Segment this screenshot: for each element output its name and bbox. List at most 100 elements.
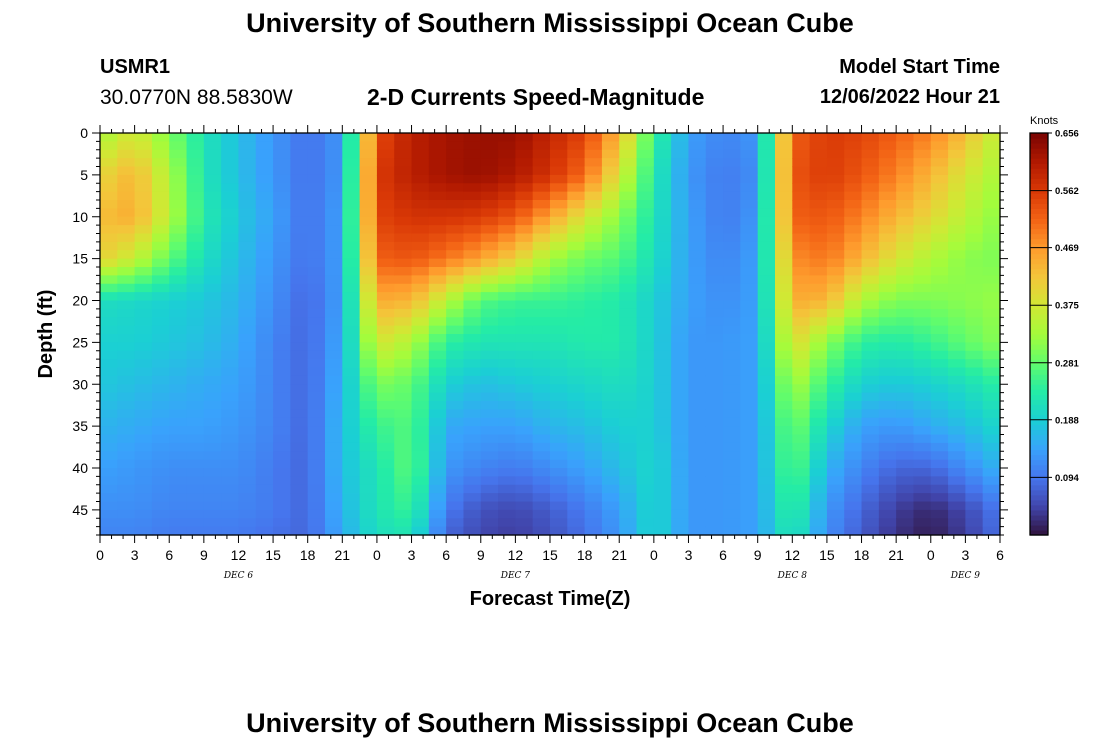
heatmap-cell (844, 275, 863, 285)
heatmap-cell (151, 484, 170, 494)
heatmap-cell (550, 493, 568, 503)
heatmap-cell (653, 509, 672, 519)
heatmap-cell (619, 208, 638, 218)
heatmap-cell (463, 216, 482, 226)
heatmap-cell (151, 468, 170, 477)
heatmap-cell (515, 149, 534, 159)
heatmap-cell (238, 493, 257, 503)
heatmap-cell (325, 233, 343, 243)
heatmap-cell (186, 317, 205, 327)
heatmap-cell (601, 183, 620, 193)
heatmap-cell (532, 292, 551, 302)
heatmap-cell (186, 325, 205, 335)
heatmap-cell (965, 342, 984, 352)
heatmap-cell (203, 241, 222, 251)
heatmap-cell (809, 166, 828, 176)
heatmap-cell (463, 526, 482, 536)
heatmap-cell (601, 283, 620, 293)
heatmap-cell (290, 484, 309, 494)
heatmap-cell (255, 225, 274, 235)
heatmap-cell (186, 426, 205, 436)
heatmap-cell (740, 141, 759, 151)
heatmap-cell (723, 434, 741, 444)
heatmap-cell (221, 308, 240, 318)
heatmap-cell (636, 434, 655, 444)
heatmap-cell (930, 267, 949, 276)
heatmap-cell (775, 250, 793, 260)
heatmap-cell (619, 141, 638, 151)
heatmap-cell (151, 325, 170, 335)
heatmap-cell (376, 183, 395, 193)
heatmap-cell (290, 174, 309, 184)
heatmap-cell (844, 484, 863, 494)
heatmap-cell (619, 375, 638, 385)
heatmap-cell (601, 149, 620, 159)
heatmap-cell (740, 484, 759, 494)
heatmap-cell (982, 501, 1001, 511)
heatmap-cell (913, 308, 932, 318)
heatmap-cell (515, 233, 534, 243)
heatmap-cell (653, 350, 672, 360)
heatmap-cell (221, 283, 240, 293)
heatmap-cell (705, 375, 724, 385)
heatmap-cell (826, 484, 845, 494)
heatmap-cell (723, 292, 741, 302)
heatmap-cell (238, 166, 257, 176)
heatmap-cell (861, 325, 880, 335)
heatmap-cell (878, 325, 897, 335)
heatmap-cell (567, 484, 586, 494)
heatmap-cell (463, 149, 482, 159)
heatmap-cell (601, 317, 620, 327)
heatmap-cell (532, 258, 551, 268)
heatmap-cell (878, 250, 897, 260)
heatmap-cell (965, 350, 984, 360)
heatmap-cell (584, 141, 603, 151)
heatmap-cell (498, 484, 516, 494)
heatmap-cell (255, 174, 274, 184)
heatmap-cell (376, 459, 395, 469)
heatmap-cell (307, 484, 326, 494)
heatmap-cell (117, 434, 136, 444)
heatmap-cell (100, 241, 118, 251)
heatmap-cell (636, 300, 655, 310)
heatmap-cell (169, 442, 188, 452)
y-tick-label: 5 (80, 167, 88, 183)
heatmap-cell (896, 375, 915, 385)
heatmap-cell (878, 493, 897, 503)
heatmap-cell (325, 308, 343, 318)
heatmap-cell (255, 166, 274, 176)
heatmap-cell (100, 149, 118, 159)
heatmap-cell (982, 208, 1001, 218)
heatmap-cell (550, 342, 568, 352)
heatmap-cell (273, 468, 291, 477)
heatmap-cell (255, 392, 274, 402)
heatmap-cell (532, 275, 551, 285)
heatmap-cell (930, 133, 949, 142)
heatmap-cell (740, 225, 759, 235)
heatmap-cell (601, 367, 620, 377)
heatmap-cell (809, 518, 828, 528)
heatmap-cell (653, 191, 672, 201)
heatmap-cell (238, 133, 257, 142)
heatmap-cell (100, 342, 118, 352)
heatmap-cell (705, 484, 724, 494)
heatmap-cell (809, 526, 828, 536)
colorbar-segment (1030, 318, 1048, 325)
heatmap-cell (878, 501, 897, 511)
heatmap-cell (688, 451, 707, 461)
heatmap-cell (359, 501, 378, 511)
heatmap-cell (809, 359, 828, 369)
heatmap-cell (740, 216, 759, 226)
heatmap-cell (861, 258, 880, 268)
model-start-value: 12/06/2022 Hour 21 (819, 86, 1000, 108)
heatmap-cell (878, 258, 897, 268)
y-tick-label: 10 (72, 209, 88, 225)
heatmap-cell (134, 250, 153, 260)
heatmap-cell (878, 233, 897, 243)
heatmap-cell (238, 208, 257, 218)
heatmap-cell (550, 250, 568, 260)
heatmap-cell (117, 174, 136, 184)
heatmap-cell (792, 350, 811, 360)
heatmap-cell (169, 283, 188, 293)
heatmap-cell (463, 384, 482, 394)
